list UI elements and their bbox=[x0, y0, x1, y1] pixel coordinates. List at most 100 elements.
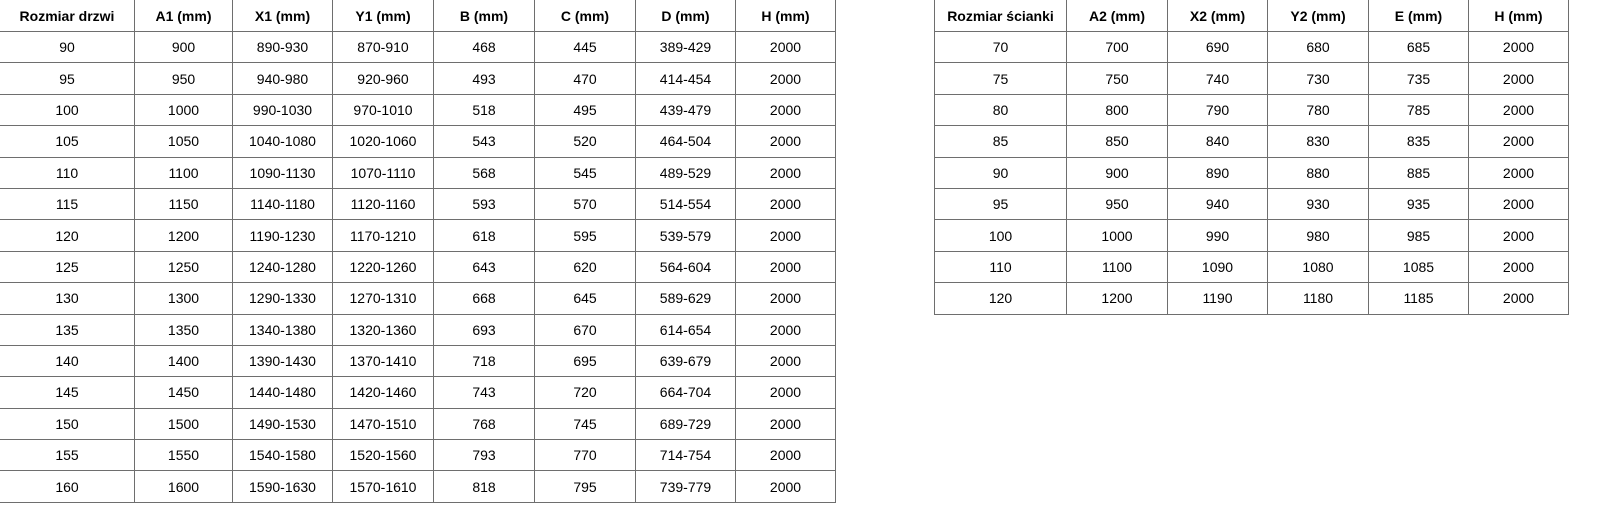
table-cell: 470 bbox=[534, 62, 636, 95]
table-cell: 645 bbox=[534, 282, 636, 315]
table-cell: 639-679 bbox=[635, 344, 736, 378]
table-row: 150 1500 1490-1530 1470-1510 768 745 689-729 20… bbox=[0, 407, 836, 441]
table-cell: 160 bbox=[0, 470, 135, 503]
table-cell: 750 bbox=[1066, 62, 1168, 95]
table-cell: 835 bbox=[1368, 125, 1469, 158]
table-cell: 768 bbox=[433, 407, 535, 441]
table-cell: 900 bbox=[134, 30, 233, 64]
table-cell: 614-654 bbox=[635, 313, 736, 346]
table-cell: 414-454 bbox=[635, 62, 736, 95]
table-cell: 1190-1230 bbox=[232, 219, 333, 252]
table-cell: 2000 bbox=[1468, 62, 1569, 95]
table-row: 110 1100 1090-1130 1070-1110 568 545 489-529 20… bbox=[0, 156, 836, 189]
table-cell: 464-504 bbox=[635, 125, 736, 158]
table-cell: 518 bbox=[433, 93, 535, 127]
table-row: 95 950 940-980 920-960 493 470 414-454 2000 bbox=[0, 62, 836, 95]
table-row: 120 1200 1190-1230 1170-1210 618 595 539-579 20… bbox=[0, 219, 836, 252]
table-cell: 570 bbox=[534, 187, 636, 221]
table-cell: 439-479 bbox=[635, 93, 736, 127]
table-cell: 2000 bbox=[735, 62, 836, 95]
table-cell: 2000 bbox=[1468, 125, 1569, 158]
table-cell: 80 bbox=[934, 93, 1067, 127]
table-cell: 2000 bbox=[735, 250, 836, 284]
table-cell: 1440-1480 bbox=[232, 376, 333, 409]
table-cell: 2000 bbox=[1468, 93, 1569, 127]
table-cell: 1020-1060 bbox=[332, 125, 434, 158]
table-row: 70 700 690 680 685 2000 bbox=[934, 30, 1569, 64]
table-cell: 1090 bbox=[1167, 250, 1268, 284]
table-cell: 2000 bbox=[735, 376, 836, 409]
table-cell: 1170-1210 bbox=[332, 219, 434, 252]
table-cell: 140 bbox=[0, 344, 135, 378]
table-cell: 568 bbox=[433, 156, 535, 189]
table-cell: 1350 bbox=[134, 313, 233, 346]
table-cell: 980 bbox=[1267, 219, 1369, 252]
table-cell: 990-1030 bbox=[232, 93, 333, 127]
table-cell: 695 bbox=[534, 344, 636, 378]
table-cell: 589-629 bbox=[635, 282, 736, 315]
table-row: 75 750 740 730 735 2000 bbox=[934, 62, 1569, 95]
table-cell: 2000 bbox=[735, 187, 836, 221]
table-cell: 1500 bbox=[134, 407, 233, 441]
table-cell: 1520-1560 bbox=[332, 439, 434, 472]
table-cell: 115 bbox=[0, 187, 135, 221]
table-cell: 150 bbox=[0, 407, 135, 441]
table-cell: 120 bbox=[934, 282, 1067, 315]
table-cell: 793 bbox=[433, 439, 535, 472]
table-cell: 990 bbox=[1167, 219, 1268, 252]
table-cell: 445 bbox=[534, 30, 636, 64]
table-cell: 539-579 bbox=[635, 219, 736, 252]
table-cell: 100 bbox=[0, 93, 135, 127]
table-cell: 2000 bbox=[1468, 282, 1569, 315]
table-cell: 130 bbox=[0, 282, 135, 315]
table-cell: 850 bbox=[1066, 125, 1168, 158]
table-cell: 564-604 bbox=[635, 250, 736, 284]
table-cell: 1180 bbox=[1267, 282, 1369, 315]
table-cell: 1100 bbox=[134, 156, 233, 189]
table-cell: 1185 bbox=[1368, 282, 1469, 315]
column-header: X1 (mm) bbox=[232, 0, 333, 32]
table-cell: 75 bbox=[934, 62, 1067, 95]
table-cell: 1320-1360 bbox=[332, 313, 434, 346]
column-header: Y2 (mm) bbox=[1267, 0, 1369, 32]
table-cell: 110 bbox=[0, 156, 135, 189]
table-cell: 668 bbox=[433, 282, 535, 315]
table-cell: 2000 bbox=[1468, 250, 1569, 284]
table-row: 160 1600 1590-1630 1570-1610 818 795 739-779 20… bbox=[0, 470, 836, 503]
table-cell: 1200 bbox=[134, 219, 233, 252]
table-row: 100 1000 990 980 985 2000 bbox=[934, 219, 1569, 252]
table-cell: 935 bbox=[1368, 187, 1469, 221]
table-cell: 685 bbox=[1368, 30, 1469, 64]
table-cell: 680 bbox=[1267, 30, 1369, 64]
table-row: 130 1300 1290-1330 1270-1310 668 645 589-629 20… bbox=[0, 282, 836, 315]
table-cell: 105 bbox=[0, 125, 135, 158]
table-cell: 1490-1530 bbox=[232, 407, 333, 441]
table-cell: 1390-1430 bbox=[232, 344, 333, 378]
table-cell: 545 bbox=[534, 156, 636, 189]
table-cell: 468 bbox=[433, 30, 535, 64]
table-cell: 1000 bbox=[1066, 219, 1168, 252]
table-cell: 493 bbox=[433, 62, 535, 95]
table-cell: 618 bbox=[433, 219, 535, 252]
table-cell: 2000 bbox=[735, 125, 836, 158]
table-cell: 135 bbox=[0, 313, 135, 346]
table-cell: 110 bbox=[934, 250, 1067, 284]
table-cell: 880 bbox=[1267, 156, 1369, 189]
column-header: B (mm) bbox=[433, 0, 535, 32]
table-cell: 800 bbox=[1066, 93, 1168, 127]
table-cell: 1070-1110 bbox=[332, 156, 434, 189]
table-cell: 70 bbox=[934, 30, 1067, 64]
door-size-table: Rozmiar drzwi A1 (mm) X1 (mm) Y1 (mm) B (mm)… bbox=[0, 0, 836, 503]
table-cell: 670 bbox=[534, 313, 636, 346]
table-cell: 155 bbox=[0, 439, 135, 472]
column-header: Rozmiar ścianki bbox=[934, 0, 1067, 32]
table-cell: 840 bbox=[1167, 125, 1268, 158]
table-cell: 745 bbox=[534, 407, 636, 441]
table-cell: 718 bbox=[433, 344, 535, 378]
table-cell: 740 bbox=[1167, 62, 1268, 95]
table-row: 95 950 940 930 935 2000 bbox=[934, 187, 1569, 221]
table-cell: 1420-1460 bbox=[332, 376, 434, 409]
table-cell: 1200 bbox=[1066, 282, 1168, 315]
table-cell: 1370-1410 bbox=[332, 344, 434, 378]
table-cell: 495 bbox=[534, 93, 636, 127]
